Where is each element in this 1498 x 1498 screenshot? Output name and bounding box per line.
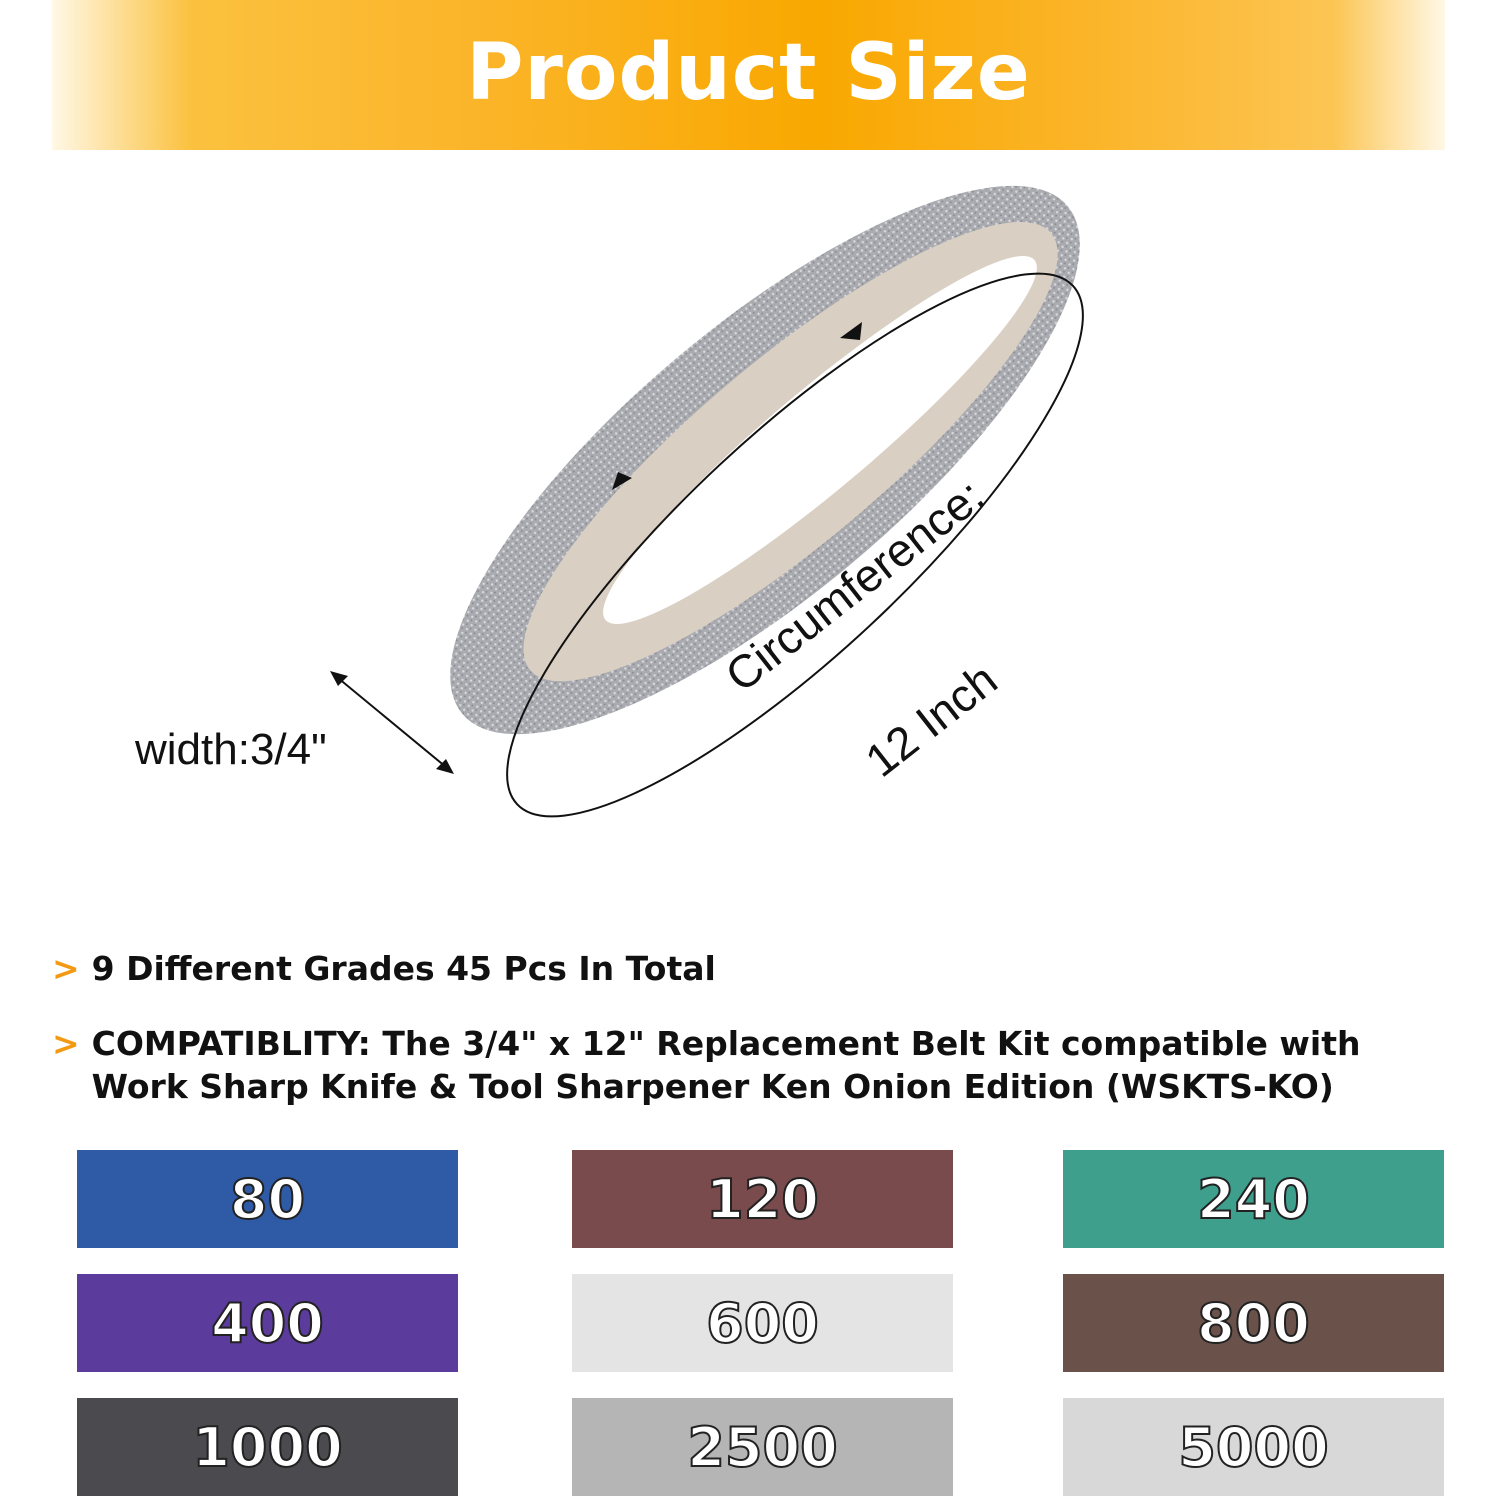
grit-label: 600 xyxy=(705,1291,820,1356)
grit-label: 2500 xyxy=(686,1415,838,1480)
grit-label: 120 xyxy=(705,1167,820,1232)
chevron-right-icon: > xyxy=(52,949,80,988)
grit-swatch-800: 800 xyxy=(1063,1274,1444,1372)
grit-swatch-80: 80 xyxy=(77,1150,458,1248)
chevron-right-icon: > xyxy=(52,1024,80,1063)
arrowhead-icon xyxy=(840,322,862,340)
grit-swatch-400: 400 xyxy=(77,1274,458,1372)
grit-label: 800 xyxy=(1196,1291,1311,1356)
grit-swatch-600: 600 xyxy=(572,1274,953,1372)
page-title: Product Size xyxy=(466,28,1031,118)
grit-label: 1000 xyxy=(191,1415,343,1480)
width-arrow xyxy=(331,672,453,773)
grit-swatch-120: 120 xyxy=(572,1150,953,1248)
grit-label: 240 xyxy=(1196,1167,1311,1232)
width-label: width:3/4" xyxy=(135,725,327,774)
bullet-compatibility: > COMPATIBLITY: The 3/4" x 12" Replacemen… xyxy=(52,1024,1361,1106)
grit-label: 80 xyxy=(229,1167,306,1232)
belt-shape xyxy=(450,185,1080,735)
grit-label: 5000 xyxy=(1177,1415,1329,1480)
grit-swatch-1000: 1000 xyxy=(77,1398,458,1496)
grit-swatch-5000: 5000 xyxy=(1063,1398,1444,1496)
grit-label: 400 xyxy=(210,1291,325,1356)
grit-swatch-2500: 2500 xyxy=(572,1398,953,1496)
grit-swatch-240: 240 xyxy=(1063,1150,1444,1248)
bullet-grades: >9 Different Grades 45 Pcs In Total xyxy=(52,949,716,988)
circumference-arrow xyxy=(506,272,1084,818)
title-banner: Product Size xyxy=(52,0,1445,150)
sanding-belt-illustration xyxy=(330,185,1084,818)
arrowhead-icon xyxy=(612,472,632,490)
